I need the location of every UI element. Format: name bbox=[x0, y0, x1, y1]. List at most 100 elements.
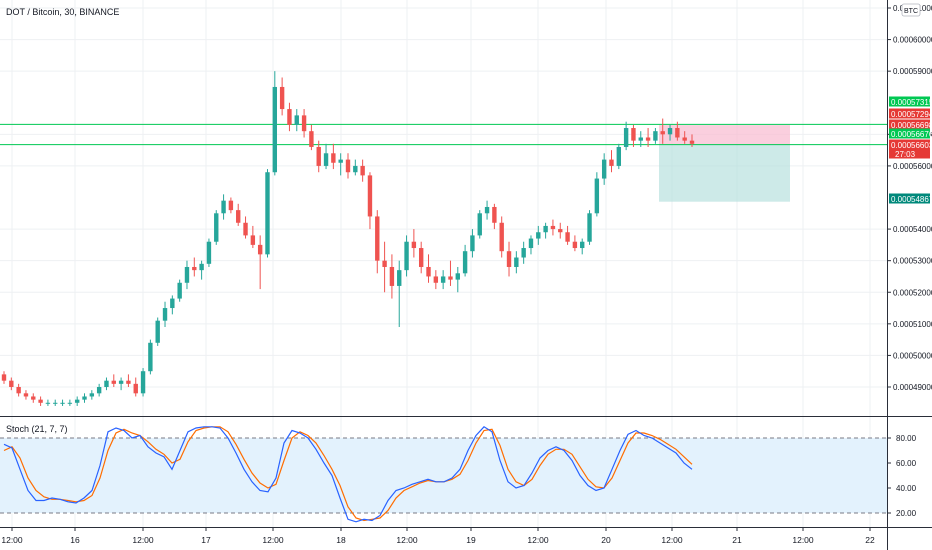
indicator-label: Stoch (21, 7, 7) bbox=[6, 424, 68, 434]
time-tick-label: 12:00 bbox=[396, 535, 418, 545]
candle-body bbox=[404, 241, 409, 271]
candle-body bbox=[228, 200, 234, 211]
price-tick-label: 0.00054000 bbox=[893, 225, 932, 234]
candle-body bbox=[206, 241, 212, 264]
candle-body bbox=[565, 232, 570, 242]
candle bbox=[301, 109, 307, 138]
short-position-target-zone[interactable] bbox=[659, 144, 790, 202]
price-tag-bg bbox=[889, 128, 930, 139]
candle-body bbox=[528, 238, 534, 249]
candle-body bbox=[184, 266, 190, 283]
candle bbox=[221, 194, 226, 220]
candle bbox=[572, 235, 578, 252]
candle-body bbox=[543, 225, 548, 233]
candle bbox=[287, 102, 292, 132]
candle bbox=[594, 172, 600, 217]
candle bbox=[675, 121, 680, 141]
candle-body bbox=[426, 266, 431, 277]
horizontal-lines[interactable] bbox=[0, 123, 887, 146]
candle-body bbox=[38, 399, 43, 403]
candle-body bbox=[272, 86, 278, 173]
candle-body bbox=[667, 128, 673, 135]
price-tags: 0.00057315 0.00057294 0.000566980.00056676… bbox=[889, 96, 932, 204]
candle-body bbox=[492, 206, 497, 223]
symbol-title: DOT / Bitcoin, 30, BINANCE bbox=[6, 7, 119, 17]
candle bbox=[170, 295, 175, 315]
price-tick-label: 0.00049000 bbox=[893, 383, 932, 392]
stoch-k-line bbox=[3, 426, 693, 523]
candle-body bbox=[316, 146, 321, 166]
candle-body bbox=[96, 387, 102, 394]
candle-body bbox=[484, 206, 490, 214]
candle bbox=[682, 131, 687, 144]
candle bbox=[331, 143, 336, 170]
candle bbox=[60, 399, 65, 406]
candle bbox=[667, 124, 673, 141]
time-tick-label: 22 bbox=[865, 535, 875, 545]
candle bbox=[477, 210, 482, 239]
grid-layer bbox=[0, 0, 887, 527]
candle bbox=[96, 383, 102, 397]
candle-body bbox=[111, 380, 116, 384]
candle bbox=[279, 77, 285, 116]
price-tick-label: 0.00052000 bbox=[893, 288, 932, 297]
currency-badge-label: BTC bbox=[904, 8, 918, 15]
stoch-tick-label: 60.00 bbox=[896, 459, 917, 468]
candle bbox=[1, 371, 7, 384]
candle bbox=[140, 368, 146, 397]
candle bbox=[455, 266, 460, 293]
candle-body bbox=[148, 342, 153, 372]
candle bbox=[118, 377, 124, 391]
candle-body bbox=[499, 222, 504, 252]
candle bbox=[338, 153, 343, 176]
time-tick-label: 18 bbox=[336, 535, 346, 545]
time-tick-label: 12:00 bbox=[262, 535, 284, 545]
time-tick-label: 12:00 bbox=[132, 535, 154, 545]
candle bbox=[294, 109, 299, 132]
time-axis[interactable]: 12:00 16 12:00 17 12:00 18 12:00 19 12:00 20 12:00… bbox=[1, 527, 875, 545]
candle-body bbox=[353, 165, 358, 173]
candle-body bbox=[16, 387, 21, 394]
candle-body bbox=[536, 232, 541, 239]
price-tag: 27:03 bbox=[889, 148, 930, 159]
candle bbox=[250, 225, 256, 249]
price-tag-label: 0.00054867 bbox=[891, 195, 932, 204]
candle-body bbox=[360, 165, 365, 176]
price-tag-label: 0.00056603 bbox=[891, 141, 932, 150]
candle bbox=[426, 254, 431, 283]
candle bbox=[601, 153, 607, 185]
candle-body bbox=[609, 159, 614, 166]
price-tag-label: 0.00056698 bbox=[891, 121, 932, 130]
currency-badge[interactable]: BTC bbox=[901, 3, 921, 17]
price-tag-bg bbox=[889, 139, 930, 150]
candle-body bbox=[418, 248, 424, 267]
candle-body bbox=[126, 380, 131, 384]
price-tag: 0.00056603 bbox=[889, 139, 932, 150]
candle-body bbox=[250, 235, 256, 245]
candle-body bbox=[45, 402, 51, 404]
time-tick-label: 12:00 bbox=[527, 535, 549, 545]
candle bbox=[9, 377, 14, 391]
candle-body bbox=[638, 137, 643, 141]
candle-body bbox=[675, 128, 680, 138]
candle-body bbox=[287, 109, 292, 125]
candle bbox=[587, 210, 592, 245]
time-tick-label: 16 bbox=[70, 535, 80, 545]
candle bbox=[45, 399, 51, 406]
candle bbox=[404, 235, 409, 277]
candle-body bbox=[1, 374, 7, 381]
candle bbox=[521, 241, 526, 264]
candle-body bbox=[572, 241, 578, 249]
candle bbox=[16, 383, 21, 397]
candle bbox=[236, 203, 241, 226]
candle-body bbox=[257, 244, 263, 255]
time-tick-label: 19 bbox=[466, 535, 476, 545]
candle bbox=[528, 235, 534, 255]
candle bbox=[31, 393, 36, 403]
stoch-axis[interactable]: 80.00 60.00 40.00 20.00 bbox=[887, 434, 917, 518]
candle-body bbox=[133, 383, 138, 394]
candle bbox=[470, 229, 475, 258]
candle bbox=[514, 251, 519, 274]
candle bbox=[492, 203, 497, 230]
